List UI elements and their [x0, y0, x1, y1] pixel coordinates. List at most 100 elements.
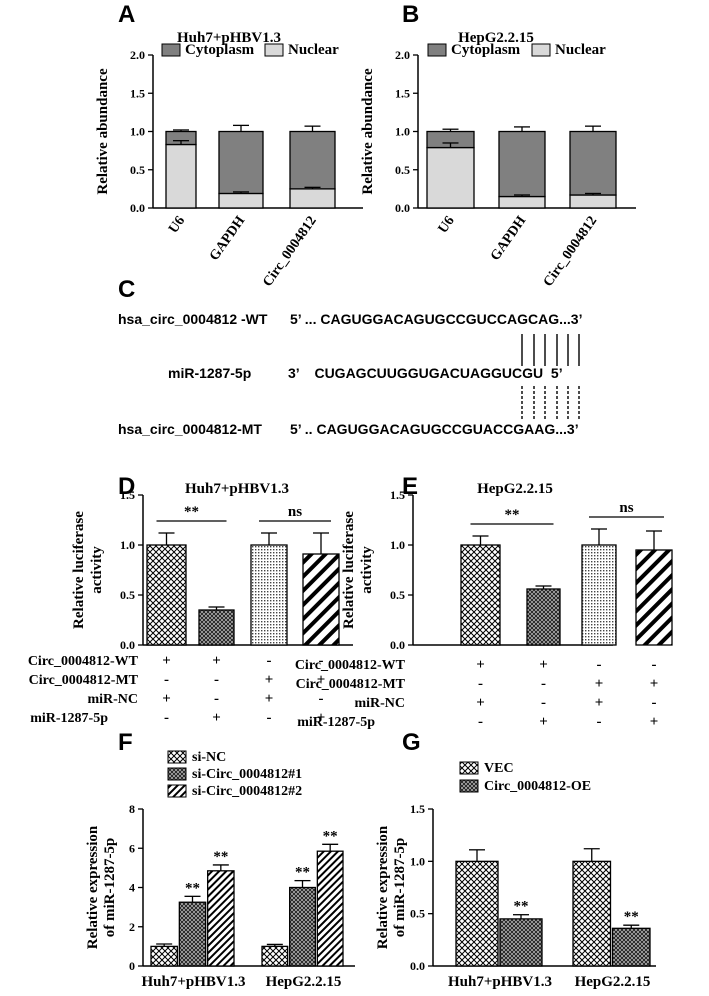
legend-label: Circ_0004812-OE — [484, 779, 591, 794]
legend-label: si-Circ_0004812#2 — [192, 784, 302, 799]
chart-b: 0.0 0.5 1.0 1.5 2.0 HepG2.2.15 Relative abunda… — [360, 30, 636, 290]
y-axis-label: Relative expression — [375, 825, 391, 949]
bar — [572, 860, 612, 967]
y-tick-label: 8 — [129, 802, 135, 816]
y-tick-label: 0 — [129, 959, 135, 973]
y-axis-label: Relative abundance — [95, 68, 111, 195]
panel-letter-f: F — [118, 729, 133, 756]
y-tick-label: 2.0 — [395, 48, 410, 62]
legend-swatch — [459, 761, 479, 775]
condition-sign: + — [317, 710, 326, 726]
condition-label: Circ_0004812-WT — [295, 658, 406, 673]
bar-nuclear — [569, 194, 617, 209]
chart-f: 0 2 4 6 8 Relative expression of miR-1287-5p si… — [85, 750, 355, 990]
x-tick-label: Circ_0004812 — [541, 214, 600, 290]
condition-sign: - — [652, 695, 657, 711]
y-tick-label: 2 — [129, 920, 135, 934]
wt-sequence: 5’ ... CAGUGGACAGUGCCGUCCAGCAG...3’ — [290, 311, 582, 327]
legend-label: si-Circ_0004812#1 — [192, 767, 302, 782]
condition-sign: - — [164, 710, 169, 726]
y-tick-label: 4 — [129, 881, 135, 895]
condition-sign: - — [267, 710, 272, 726]
legend-label: Nuclear — [555, 42, 606, 58]
y-axis-label: Relative abundance — [360, 68, 376, 195]
legend-swatch — [264, 43, 284, 57]
significance-label: ** — [624, 909, 639, 925]
bar — [581, 544, 617, 646]
y-tick-label: 1.5 — [120, 488, 135, 502]
bar — [207, 870, 235, 967]
condition-label: Circ_0004812-WT — [28, 654, 139, 669]
bar — [289, 886, 316, 967]
condition-sign: - — [597, 657, 602, 673]
y-tick-label: 1.5 — [410, 802, 425, 816]
condition-label: miR-1287-5p — [30, 711, 108, 726]
y-axis-label: Relative luciferase — [71, 511, 87, 629]
panel-letter-a: A — [118, 1, 135, 28]
condition-sign: + — [595, 676, 604, 692]
y-tick-label: 1.0 — [410, 854, 425, 868]
y-axis-label: activity — [359, 546, 375, 594]
y-axis-label: activity — [89, 546, 105, 594]
bar — [635, 549, 673, 646]
y-tick-label: 0.5 — [130, 163, 145, 177]
chart-title: HepG2.2.15 — [477, 481, 553, 497]
legend-label: si-NC — [192, 750, 226, 765]
condition-sign: - — [319, 691, 324, 707]
pairing-lines — [521, 334, 580, 366]
y-tick-label: 0.0 — [410, 959, 425, 973]
condition-sign: - — [267, 653, 272, 669]
significance-label: ns — [288, 504, 302, 520]
y-tick-label: 1.5 — [130, 86, 145, 100]
condition-sign: - — [214, 691, 219, 707]
condition-sign: - — [478, 676, 483, 692]
condition-sign: + — [317, 672, 326, 688]
x-tick-label: U6 — [436, 214, 458, 237]
bar — [460, 544, 501, 646]
legend-swatch — [167, 784, 187, 798]
mismatch-lines — [521, 386, 580, 420]
chart-title: Huh7+pHBV1.3 — [177, 30, 281, 46]
bar — [198, 609, 235, 646]
sequence-alignment: hsa_circ_0004812 -WT 5’ ... CAGUGGACAGUG… — [118, 311, 582, 437]
bar-cytoplasm — [218, 130, 264, 195]
y-tick-label: 0.5 — [395, 163, 410, 177]
condition-sign: - — [541, 676, 546, 692]
significance-label: ** — [295, 865, 310, 881]
significance-label: ** — [514, 899, 529, 915]
bar-nuclear — [165, 143, 197, 209]
y-tick-label: 1.0 — [390, 538, 405, 552]
bar — [146, 544, 187, 646]
bar — [499, 918, 543, 967]
bar-nuclear — [426, 146, 475, 209]
condition-sign: + — [265, 672, 274, 688]
bar — [178, 901, 207, 967]
y-tick-label: 1.0 — [130, 125, 145, 139]
mir-label: miR-1287-5p — [168, 365, 251, 381]
y-tick-label: 2.0 — [130, 48, 145, 62]
bar-nuclear — [498, 195, 546, 209]
y-axis-label: of miR-1287-5p — [102, 838, 118, 938]
legend-label: Cytoplasm — [185, 42, 255, 58]
x-tick-label: GAPDH — [488, 214, 529, 264]
y-tick-label: 0.5 — [410, 907, 425, 921]
x-tick-label: GAPDH — [207, 214, 248, 264]
condition-label: miR-1287-5p — [297, 715, 375, 730]
panel-letter-e: E — [402, 473, 418, 500]
x-tick-label: U6 — [166, 214, 188, 237]
bar-nuclear — [289, 188, 336, 209]
bar — [611, 927, 651, 967]
legend-swatch — [459, 779, 479, 793]
bar — [261, 945, 289, 967]
bar-cytoplasm — [569, 130, 617, 196]
mir-sequence: 3’ CUGAGCUUGGUGACUAGGUCGU 5’ — [288, 365, 563, 381]
condition-sign: + — [212, 710, 221, 726]
panel-letter-c: C — [118, 276, 135, 303]
bar-cytoplasm — [289, 130, 336, 190]
significance-label: ** — [184, 504, 199, 520]
legend-swatch — [167, 767, 187, 781]
x-tick-label: HepG2.2.15 — [575, 974, 651, 990]
significance-label: ** — [505, 507, 520, 523]
y-tick-label: 0.0 — [130, 201, 145, 215]
